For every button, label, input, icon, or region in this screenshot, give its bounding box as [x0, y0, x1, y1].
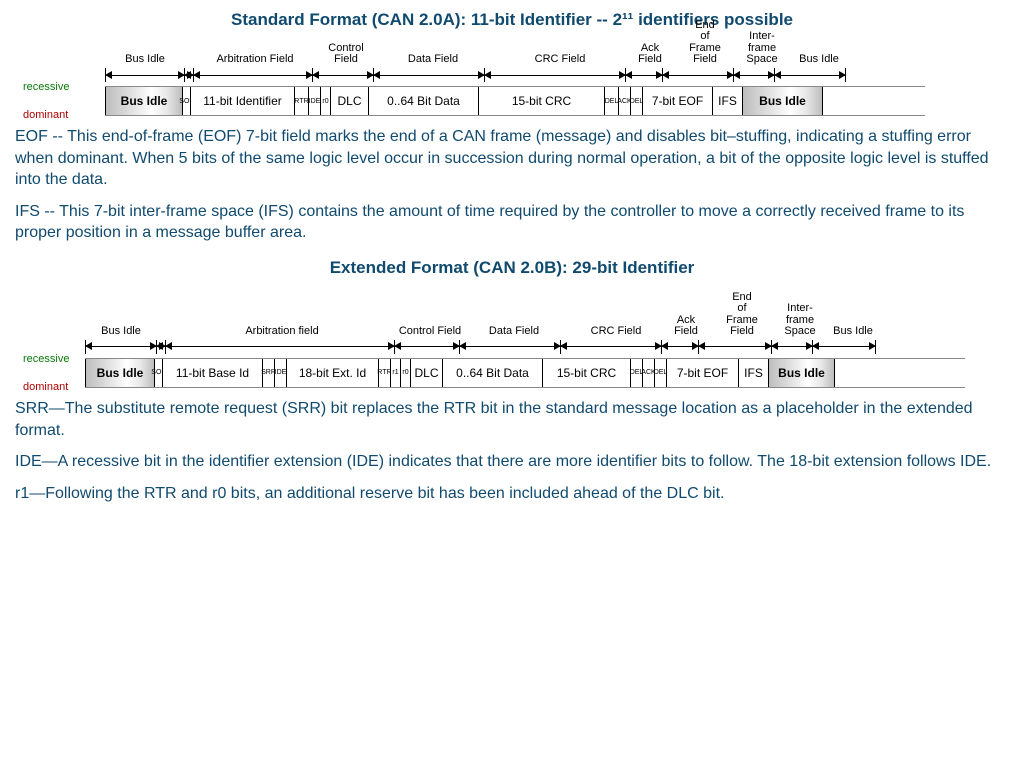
field-label: CRC Field	[565, 326, 667, 338]
field-extent-arrow	[313, 75, 373, 76]
field-label: EndofFrameField	[705, 292, 779, 338]
field-label: Inter-frameSpace	[741, 31, 783, 66]
frame-field: SOF	[183, 87, 191, 115]
frame-field: 15-bit CRC	[543, 359, 631, 387]
frame-field: DLC	[411, 359, 443, 387]
field-extent-arrow	[626, 75, 662, 76]
field-extent-arrow	[662, 346, 698, 347]
frame-field: SOF	[155, 359, 163, 387]
field-label: Data Field	[463, 326, 565, 338]
field-extent-arrow	[194, 75, 312, 76]
frame-field: r1	[391, 359, 401, 387]
para-srr: SRR—The substitute remote request (SRR) …	[15, 398, 1009, 441]
level-recessive-label: recessive	[23, 354, 69, 365]
frame-field: IFS	[739, 359, 769, 387]
field-label: Bus Idle	[105, 54, 185, 66]
frame-field: Bus Idle	[769, 359, 835, 387]
field-extent-arrow	[772, 346, 812, 347]
title-standard: Standard Format (CAN 2.0A): 11-bit Ident…	[15, 10, 1009, 30]
field-extent-arrow	[157, 346, 165, 347]
field-label: Bus Idle	[85, 326, 157, 338]
frame-field: 7-bit EOF	[667, 359, 739, 387]
frame-field: RTR	[295, 87, 309, 115]
field-label: Data Field	[377, 54, 489, 66]
field-label: Control Field	[397, 326, 463, 338]
para-eof: EOF -- This end-of-frame (EOF) 7-bit fie…	[15, 126, 1009, 191]
level-dominant-label: dominant	[23, 110, 68, 121]
frame-field: 11-bit Identifier	[191, 87, 295, 115]
field-extent-arrow	[106, 75, 184, 76]
frame-field: 15-bit CRC	[479, 87, 605, 115]
field-extent-arrow	[374, 75, 484, 76]
frame-field: r0	[321, 87, 331, 115]
frame-field: DLC	[331, 87, 369, 115]
field-label: Inter-frameSpace	[779, 303, 821, 338]
frame-field: Bus Idle	[105, 87, 183, 115]
diagram-can-2-0a: Bus Idle Arbitration FieldControlFieldDat…	[105, 36, 925, 116]
field-extent-arrow	[734, 75, 774, 76]
frame-field: 11-bit Base Id	[163, 359, 263, 387]
field-extent-arrow	[185, 75, 193, 76]
diagram-can-2-0b: Bus Idle Arbitration fieldControl FieldDa…	[85, 308, 965, 388]
frame-field: IDE	[309, 87, 321, 115]
field-label: AckField	[667, 315, 705, 338]
frame-field: 0..64 Bit Data	[369, 87, 479, 115]
field-extent-arrow	[775, 75, 845, 76]
field-label: Bus Idle	[783, 54, 855, 66]
frame-field: DEL	[631, 87, 643, 115]
field-label: Arbitration field	[167, 326, 397, 338]
field-label: EndofFrameField	[669, 20, 741, 66]
frame-field: SRR	[263, 359, 275, 387]
frame-field: IFS	[713, 87, 743, 115]
para-r1: r1—Following the RTR and r0 bits, an add…	[15, 483, 1009, 505]
frame-field: r0	[401, 359, 411, 387]
para-ifs: IFS -- This 7-bit inter-frame space (IFS…	[15, 201, 1009, 244]
frame-field: Bus Idle	[85, 359, 155, 387]
field-label: ControlField	[315, 43, 377, 66]
para-ide: IDE—A recessive bit in the identifier ex…	[15, 451, 1009, 473]
field-extent-arrow	[460, 346, 560, 347]
field-label: AckField	[631, 43, 669, 66]
field-extent-arrow	[166, 346, 394, 347]
field-extent-arrow	[485, 75, 625, 76]
field-extent-arrow	[813, 346, 875, 347]
frame-field: IDE	[275, 359, 287, 387]
field-extent-arrow	[699, 346, 771, 347]
field-extent-arrow	[561, 346, 661, 347]
field-label: Arbitration Field	[195, 54, 315, 66]
field-label: Bus Idle	[821, 326, 885, 338]
frame-field: RTR	[379, 359, 391, 387]
frame-field: 18-bit Ext. Id	[287, 359, 379, 387]
frame-field: 0..64 Bit Data	[443, 359, 543, 387]
level-dominant-label: dominant	[23, 382, 68, 393]
field-extent-arrow	[395, 346, 459, 347]
frame-field: DEL	[655, 359, 667, 387]
title-extended: Extended Format (CAN 2.0B): 29-bit Ident…	[15, 258, 1009, 278]
level-recessive-label: recessive	[23, 82, 69, 93]
frame-field: 7-bit EOF	[643, 87, 713, 115]
field-extent-arrow	[86, 346, 156, 347]
field-label: CRC Field	[489, 54, 631, 66]
field-extent-arrow	[663, 75, 733, 76]
frame-field: Bus Idle	[743, 87, 823, 115]
